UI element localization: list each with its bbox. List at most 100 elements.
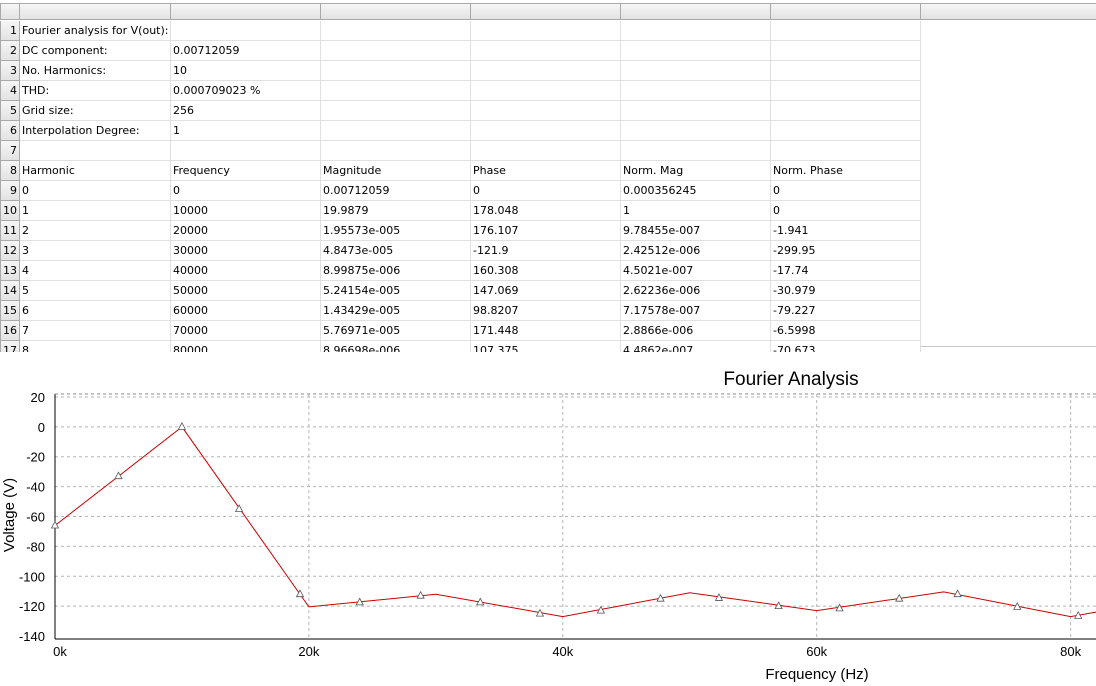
table-cell[interactable]: 1.43429e-005 [321, 301, 471, 321]
column-header-b[interactable] [171, 3, 321, 20]
table-cell[interactable]: -70.673 [771, 341, 921, 352]
table-cell[interactable]: 8.96698e-006 [321, 341, 471, 352]
table-cell[interactable]: 0 [171, 181, 321, 201]
row-number[interactable]: 16 [0, 321, 20, 341]
table-cell[interactable] [471, 121, 621, 141]
table-cell[interactable]: 0 [771, 201, 921, 221]
column-header-e[interactable] [621, 3, 771, 20]
table-cell[interactable] [771, 81, 921, 101]
table-cell[interactable] [621, 21, 771, 41]
table-cell[interactable]: 0 [20, 181, 171, 201]
table-cell[interactable]: 1 [171, 121, 321, 141]
column-header-c[interactable] [321, 3, 471, 20]
select-all-corner[interactable] [0, 3, 20, 20]
column-header-d[interactable] [471, 3, 621, 20]
table-cell[interactable]: 10 [171, 61, 321, 81]
table-cell[interactable]: Magnitude [321, 161, 471, 181]
table-cell[interactable]: -121.9 [471, 241, 621, 261]
table-cell[interactable] [621, 121, 771, 141]
table-cell[interactable] [321, 121, 471, 141]
table-cell[interactable]: 2.8866e-006 [621, 321, 771, 341]
table-cell[interactable]: 178.048 [471, 201, 621, 221]
table-cell[interactable]: 5.24154e-005 [321, 281, 471, 301]
table-cell[interactable] [771, 121, 921, 141]
table-cell[interactable]: 256 [171, 101, 321, 121]
table-cell[interactable]: Norm. Mag [621, 161, 771, 181]
table-cell[interactable] [171, 141, 321, 161]
table-cell[interactable]: 0.00712059 [171, 41, 321, 61]
row-number[interactable]: 13 [0, 261, 20, 281]
table-cell[interactable]: 171.448 [471, 321, 621, 341]
table-cell[interactable]: 0.000356245 [621, 181, 771, 201]
row-number[interactable]: 15 [0, 301, 20, 321]
table-cell[interactable]: 1 [20, 201, 171, 221]
table-cell[interactable]: No. Harmonics: [20, 61, 171, 81]
table-cell[interactable] [321, 21, 471, 41]
table-cell[interactable] [771, 21, 921, 41]
table-cell[interactable] [471, 21, 621, 41]
table-cell[interactable]: 40000 [171, 261, 321, 281]
table-cell[interactable] [771, 101, 921, 121]
table-cell[interactable]: 4.8473e-005 [321, 241, 471, 261]
table-cell[interactable]: 2 [20, 221, 171, 241]
table-cell[interactable]: Grid size: [20, 101, 171, 121]
table-cell[interactable]: 98.8207 [471, 301, 621, 321]
table-cell[interactable]: 3 [20, 241, 171, 261]
row-number[interactable]: 3 [0, 61, 20, 81]
table-cell[interactable] [471, 81, 621, 101]
table-cell[interactable] [321, 81, 471, 101]
table-cell[interactable]: 160.308 [471, 261, 621, 281]
row-number[interactable]: 1 [0, 21, 20, 41]
table-cell[interactable] [771, 141, 921, 161]
table-cell[interactable] [321, 61, 471, 81]
table-cell[interactable] [621, 41, 771, 61]
table-cell[interactable]: -6.5998 [771, 321, 921, 341]
table-cell[interactable] [471, 61, 621, 81]
table-cell[interactable]: 50000 [171, 281, 321, 301]
table-cell[interactable]: 0.000709023 % [171, 81, 321, 101]
table-cell[interactable]: Interpolation Degree: [20, 121, 171, 141]
table-cell[interactable]: 2.62236e-006 [621, 281, 771, 301]
table-cell[interactable] [20, 141, 171, 161]
table-cell[interactable] [471, 41, 621, 61]
row-number[interactable]: 4 [0, 81, 20, 101]
table-cell[interactable]: 9.78455e-007 [621, 221, 771, 241]
table-cell[interactable]: 1.95573e-005 [321, 221, 471, 241]
table-cell[interactable]: 4 [20, 261, 171, 281]
table-cell[interactable]: 2.42512e-006 [621, 241, 771, 261]
table-cell[interactable]: 5 [20, 281, 171, 301]
table-cell[interactable]: -17.74 [771, 261, 921, 281]
table-cell[interactable]: 1 [621, 201, 771, 221]
table-cell[interactable] [471, 101, 621, 121]
table-cell[interactable]: 8 [20, 341, 171, 352]
row-number[interactable]: 7 [0, 141, 20, 161]
row-number[interactable]: 9 [0, 181, 20, 201]
table-cell[interactable]: 70000 [171, 321, 321, 341]
table-cell[interactable]: 20000 [171, 221, 321, 241]
table-cell[interactable]: THD: [20, 81, 171, 101]
table-cell[interactable]: 10000 [171, 201, 321, 221]
table-cell[interactable]: Frequency [171, 161, 321, 181]
table-cell[interactable]: 5.76971e-005 [321, 321, 471, 341]
row-number[interactable]: 11 [0, 221, 20, 241]
row-number[interactable]: 10 [0, 201, 20, 221]
table-cell[interactable] [621, 81, 771, 101]
table-cell[interactable]: 0 [771, 181, 921, 201]
table-cell[interactable]: 19.9879 [321, 201, 471, 221]
row-number[interactable]: 12 [0, 241, 20, 261]
table-cell[interactable] [621, 101, 771, 121]
row-number[interactable]: 2 [0, 41, 20, 61]
table-cell[interactable] [771, 61, 921, 81]
table-cell[interactable]: 4.4862e-007 [621, 341, 771, 352]
table-cell[interactable]: 176.107 [471, 221, 621, 241]
row-number[interactable]: 14 [0, 281, 20, 301]
table-cell[interactable] [321, 141, 471, 161]
table-cell[interactable]: 7 [20, 321, 171, 341]
table-cell[interactable]: 147.069 [471, 281, 621, 301]
table-cell[interactable]: 107.375 [471, 341, 621, 352]
table-cell[interactable]: 7.17578e-007 [621, 301, 771, 321]
row-number[interactable]: 17 [0, 341, 20, 352]
table-cell[interactable]: Fourier analysis for V(out): [20, 21, 171, 41]
row-number[interactable]: 6 [0, 121, 20, 141]
column-header-a[interactable] [20, 3, 171, 20]
